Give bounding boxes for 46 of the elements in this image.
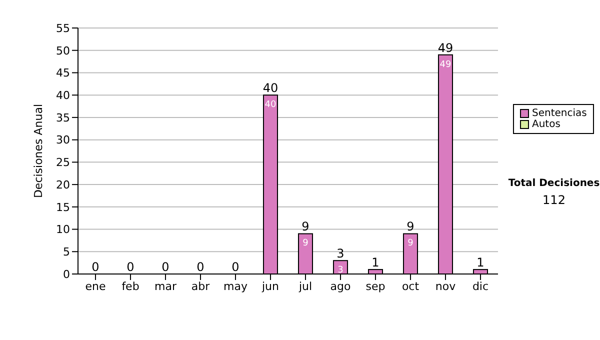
x-tick-label: jun: [261, 280, 280, 293]
data-label: 40: [264, 100, 276, 110]
y-tick-label: 55: [56, 22, 70, 35]
legend-label: Sentencias: [532, 108, 587, 119]
total-label: 49: [438, 40, 454, 55]
y-tick-label: 35: [56, 111, 70, 124]
y-tick-label: 20: [56, 178, 70, 192]
y-tick-label: 30: [56, 134, 70, 147]
data-label: 9: [302, 238, 309, 249]
data-label: 3: [338, 266, 344, 276]
text: 112: [542, 193, 566, 207]
x-tick-label: abr: [191, 280, 210, 293]
total-label: 40: [262, 81, 278, 96]
x-tick-label: feb: [122, 280, 140, 293]
y-tick-label: 25: [56, 156, 70, 170]
data-label: 9: [408, 238, 414, 249]
data-label: 49: [440, 60, 452, 70]
total-label: 9: [302, 220, 310, 234]
y-axis-title: Decisiones Anual: [32, 104, 45, 198]
y-tick-label: 0: [63, 268, 70, 281]
legend-label: Autos: [532, 119, 560, 130]
total-label: 0: [196, 260, 204, 274]
y-tick-label: 5: [63, 246, 70, 259]
x-tick-label: may: [224, 280, 248, 293]
total-label: 9: [406, 220, 414, 234]
total-label: 3: [336, 246, 344, 261]
x-tick-label: mar: [154, 280, 177, 293]
x-tick-label: ene: [85, 280, 106, 293]
total-label: 0: [232, 260, 240, 274]
total-label: 0: [126, 260, 134, 274]
y-tick-label: 10: [56, 223, 70, 236]
x-tick-label: dic: [472, 280, 489, 293]
total-label: 1: [372, 256, 380, 270]
y-tick-label: 40: [56, 88, 70, 102]
y-tick-label: 50: [56, 44, 70, 58]
total-label: 0: [92, 260, 100, 274]
y-tick-label: 45: [56, 66, 70, 80]
x-tick-label: ago: [330, 280, 351, 293]
x-tick-label: nov: [435, 280, 456, 293]
y-tick-label: 15: [56, 200, 70, 214]
total-label: 0: [162, 260, 170, 274]
x-tick-label: sep: [366, 280, 386, 293]
x-tick-label: oct: [402, 280, 420, 293]
total-label: 1: [476, 256, 484, 270]
x-tick-label: jul: [298, 280, 312, 293]
text: Total Decisiones: [507, 178, 600, 189]
